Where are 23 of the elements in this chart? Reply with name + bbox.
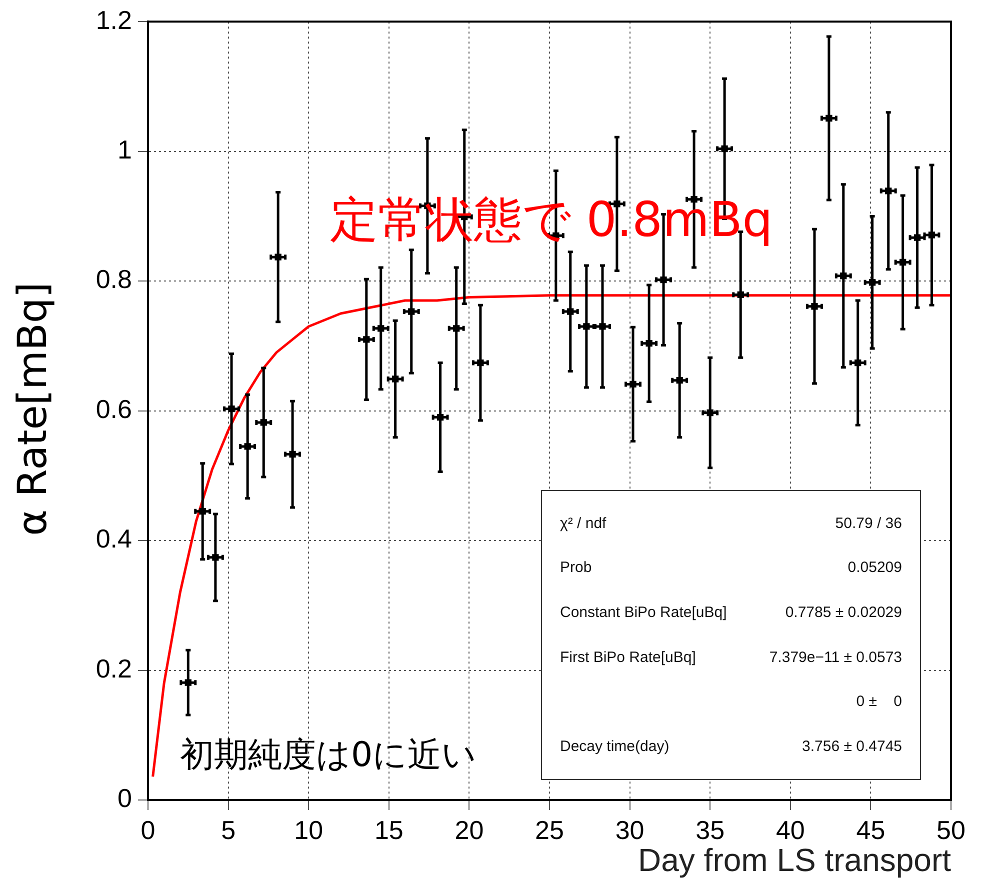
y-tick-label: 1.2 [96,4,132,35]
x-tick-label: 35 [696,814,725,845]
x-tick-label: 5 [221,814,236,845]
y-axis-title: α Rate[mBq] [10,282,56,536]
x-tick-label: 15 [374,814,404,845]
y-tick-label: 0.6 [96,394,132,424]
x-tick-label: 40 [776,814,805,845]
annotation: 0 ± 0 [856,693,902,710]
x-tick-label: 50 [936,814,966,845]
y-tick-label: 1 [118,134,132,165]
stats-box: χ² / ndf 50.79 / 36 Prob 0.05209 Constant BiPo Rate[uBq] 0.7785 ± 0.02029 First BiPo Rate[uBq] 7.379e−11 ± 0.0573 0 ± 0 Decay time(day) 3.756 ± 0.4745 [541,490,921,780]
y-tick-label: 0 [118,783,132,814]
y-tick-label: 0.8 [96,264,132,294]
x-tick-label: 30 [615,814,644,845]
x-tick-label: 0 [140,814,156,845]
y-tick-label: 0.2 [96,653,132,684]
y-tick-label: 0.4 [96,524,132,554]
x-tick-label: 25 [535,814,564,845]
annotation: 初期純度は0に近い [180,734,477,777]
x-axis-title: Day from LS transport [638,842,951,879]
x-tick-label: 20 [454,814,484,845]
x-tick-label: 45 [856,814,886,845]
x-tick-label: 10 [294,814,324,845]
